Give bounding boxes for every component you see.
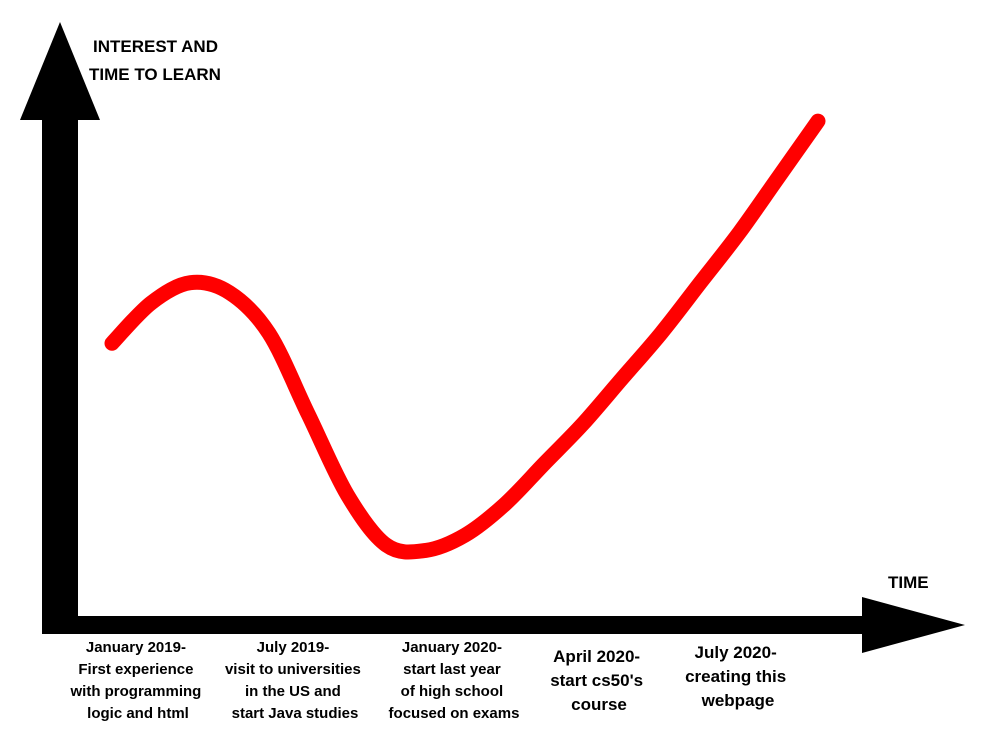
x-tick-label-line: with programming [69, 683, 201, 700]
series-line [104, 113, 826, 560]
x-tick-label-line: visit to universities [225, 661, 361, 678]
x-tick-label-line: focused on exams [389, 705, 520, 722]
x-tick-label-line: January 2020- [402, 639, 502, 656]
y-axis-label-line: TIME TO LEARN [89, 65, 221, 84]
x-tick-label-line: April 2020- [553, 647, 640, 666]
x-tick-label-line: in the US and [245, 683, 341, 700]
x-tick-label-line: July 2020- [695, 643, 777, 662]
x-tick-label: July 2019- visit to universities in the … [225, 639, 365, 722]
x-axis-line [42, 616, 864, 634]
x-tick-label: July 2020- creating this webpage [685, 643, 791, 710]
x-tick-label-line: start cs50's [550, 671, 643, 690]
x-tick-label-line: First experience [78, 661, 193, 678]
x-tick-label-line: start Java studies [232, 705, 359, 722]
axes [20, 22, 965, 653]
x-tick-label-line: start last year [403, 661, 501, 678]
x-tick-label-line: course [571, 695, 627, 714]
x-tick-label-line: webpage [701, 691, 775, 710]
x-tick-label-line: creating this [685, 667, 786, 686]
x-tick-label: April 2020- start cs50's course [550, 647, 648, 714]
x-tick-label-line: January 2019- [86, 639, 186, 656]
x-axis-arrow-head [862, 597, 965, 653]
y-axis-label: INTEREST AND TIME TO LEARN [89, 37, 223, 84]
x-tick-label-line: July 2019- [257, 639, 330, 656]
x-tick-label-line: of high school [401, 683, 504, 700]
y-axis-arrow-head [20, 22, 100, 120]
x-axis-label: TIME [888, 573, 929, 592]
x-tick-label-line: logic and html [87, 705, 189, 722]
y-axis-line [42, 120, 78, 634]
x-tick-label: January 2020- start last year of high sc… [389, 639, 520, 722]
x-tick-label: January 2019- First experience with prog… [69, 639, 205, 722]
y-axis-label-line: INTEREST AND [93, 37, 218, 56]
x-tick-labels: January 2019- First experience with prog… [69, 639, 791, 722]
